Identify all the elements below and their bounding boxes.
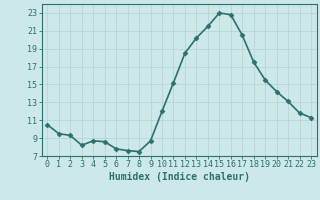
X-axis label: Humidex (Indice chaleur): Humidex (Indice chaleur) [109, 172, 250, 182]
